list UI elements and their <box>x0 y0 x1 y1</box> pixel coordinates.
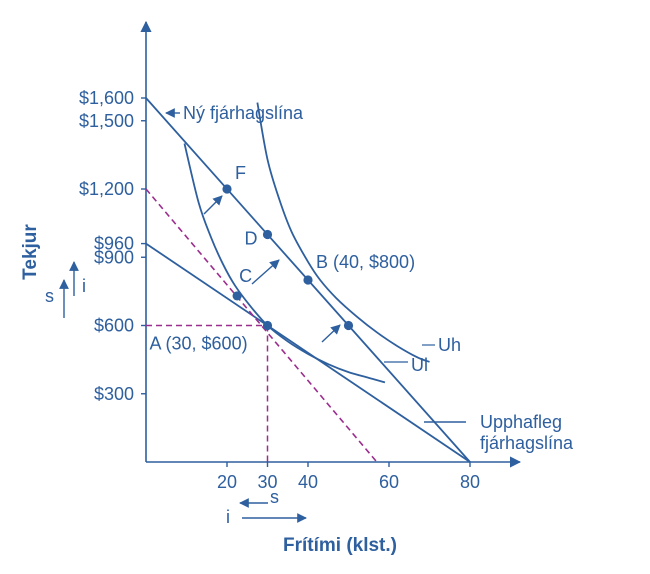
x-tick-label: 30 <box>257 472 277 492</box>
point-d-label: D <box>245 229 258 249</box>
point-b <box>303 275 313 285</box>
x-tick-label: 40 <box>298 472 318 492</box>
x-tick-label: 20 <box>217 472 237 492</box>
x-axis-title: Frítími (klst.) <box>283 535 397 556</box>
y-tick-label: $1,500 <box>79 111 134 131</box>
y-tick-label: $900 <box>94 247 134 267</box>
x-tick-label: 80 <box>460 472 480 492</box>
orig-budget-line <box>145 242 471 463</box>
point-b-label: B (40, $800) <box>316 252 415 272</box>
point-c-label: C <box>239 266 252 286</box>
point-e <box>343 320 354 331</box>
uh-indifference-curve <box>256 102 430 363</box>
point-f-label: F <box>235 163 246 183</box>
y-tick-label: $1,200 <box>79 179 134 199</box>
s-effect-label-x: s <box>270 487 279 507</box>
arrow-to-d <box>251 259 280 285</box>
point-f <box>222 184 232 194</box>
s-effect-label-y: s <box>45 286 54 306</box>
orig-line-label: Upphafleg fjárhagslína <box>480 412 574 453</box>
uh-label: Uh <box>438 335 461 355</box>
point-a-label: A (30, $600) <box>150 334 248 354</box>
y-axis-title: Tekjur <box>20 224 41 280</box>
point-a <box>262 320 273 331</box>
y-tick-label: $1,600 <box>79 88 134 108</box>
arrow-to-e <box>321 324 341 343</box>
arrow-to-f <box>203 195 223 215</box>
x-tick-label: 60 <box>379 472 399 492</box>
y-tick-label: $300 <box>94 384 134 404</box>
i-effect-label-y: i <box>82 276 86 296</box>
point-d <box>262 229 273 240</box>
y-tick-label: $600 <box>94 316 134 336</box>
i-effect-label-x: i <box>226 507 230 527</box>
new-line-label: Ný fjárhagslína <box>183 103 304 123</box>
ul-label: Ul <box>411 355 428 375</box>
point-c <box>232 291 242 301</box>
y-tick-label: $960 <box>94 234 134 254</box>
